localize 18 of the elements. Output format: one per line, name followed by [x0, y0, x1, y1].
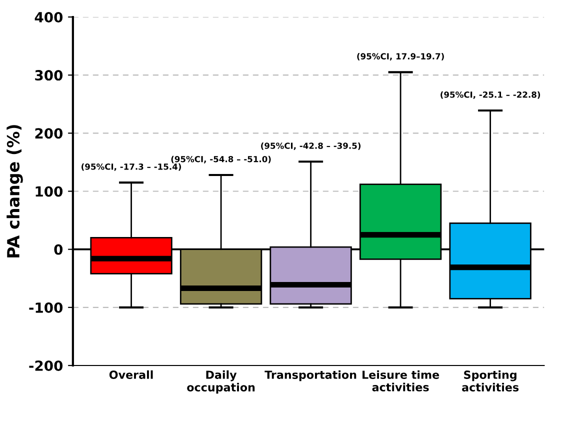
annotation: (95%CI, 17.9–19.7)	[357, 53, 444, 61]
y-tick-label: 100	[36, 186, 63, 197]
annotation: (95%CI, -25.1 – -22.8)	[440, 91, 540, 99]
y-tick-label: 300	[35, 70, 63, 81]
y-tick-label: 0	[54, 244, 63, 255]
y-tick-label: 400	[34, 12, 63, 22]
x-tick-label: Daily occupation	[187, 370, 255, 394]
x-tick-label: Leisure time activities	[362, 370, 440, 392]
x-tick-label: Transportation	[264, 370, 356, 382]
y-tick-label: -100	[29, 302, 63, 313]
annotation: (95%CI, -42.8 – -39.5)	[261, 142, 361, 150]
x-tick-label: Sporting activities	[462, 370, 519, 392]
y-tick-label: 200	[35, 128, 63, 139]
x-tick-label: Overall	[109, 370, 153, 379]
annotation: (95%CI, -17.3 – -15.4)	[82, 163, 181, 171]
annotation: (95%CI, -54.8 – -51.0)	[171, 156, 271, 164]
y-tick-label: -200	[29, 360, 63, 371]
y-axis-title: PA change (%)	[6, 125, 23, 258]
